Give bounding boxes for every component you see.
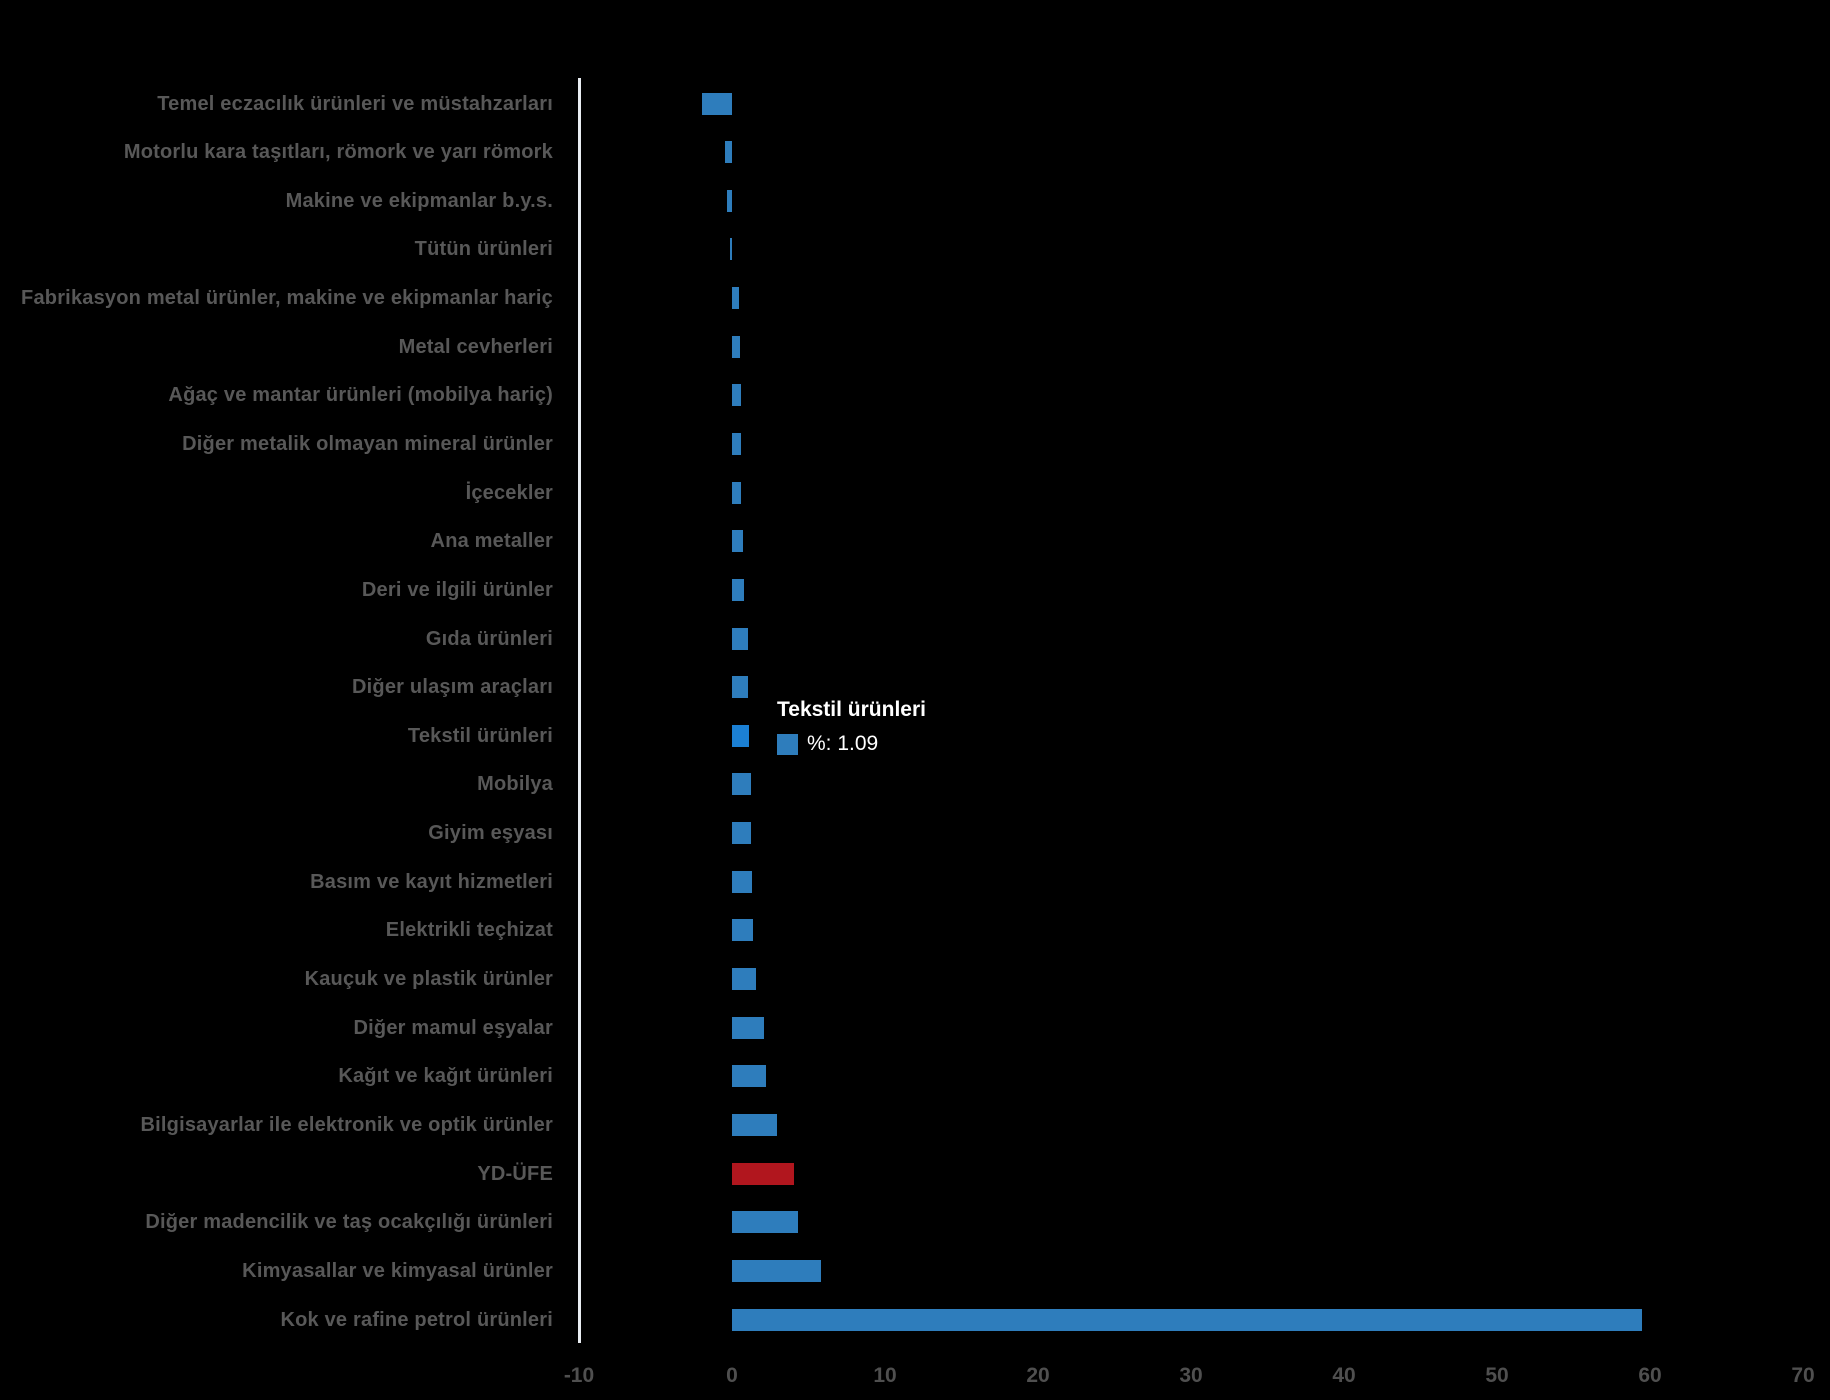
category-label: Tütün ürünleri	[414, 238, 553, 261]
category-label: Ağaç ve mantar ürünleri (mobilya hariç)	[168, 384, 553, 407]
category-label: Tekstil ürünleri	[407, 724, 553, 747]
category-label: Fabrikasyon metal ürünler, makine ve eki…	[21, 287, 553, 310]
x-axis-tick-label: 0	[726, 1364, 738, 1387]
category-label: Mobilya	[477, 773, 553, 796]
bar[interactable]	[729, 238, 732, 261]
bar[interactable]	[732, 1162, 794, 1185]
category-label: Basım ve kayıt hizmetleri	[310, 870, 553, 893]
bar[interactable]	[732, 432, 742, 455]
bar[interactable]	[732, 578, 744, 601]
category-label: Bilgisayarlar ile elektronik ve optik ür…	[140, 1113, 553, 1136]
category-label: Gıda ürünleri	[425, 627, 553, 650]
x-axis-tick-label: 10	[873, 1364, 897, 1387]
bar[interactable]	[732, 1065, 766, 1088]
category-label: Ana metaller	[430, 530, 553, 553]
x-axis-tick-label: 50	[1485, 1364, 1509, 1387]
bar[interactable]	[732, 335, 740, 358]
bar[interactable]	[732, 724, 749, 747]
category-label: Kağıt ve kağıt ürünleri	[338, 1065, 553, 1088]
category-label: Elektrikli teçhizat	[385, 919, 553, 942]
x-axis-tick-label: 40	[1332, 1364, 1356, 1387]
tooltip-value: %: 1.09	[807, 732, 879, 755]
bar[interactable]	[732, 384, 741, 407]
bar[interactable]	[732, 1211, 798, 1234]
tooltip-series-swatch-icon	[777, 733, 798, 755]
category-label: Diğer madencilik ve taş ocakçılığı ürünl…	[145, 1211, 553, 1234]
bar[interactable]	[732, 627, 748, 650]
bar[interactable]	[732, 968, 756, 991]
bar[interactable]	[732, 1308, 1643, 1331]
bar[interactable]	[732, 481, 742, 504]
category-label: Kimyasallar ve kimyasal ürünler	[242, 1259, 553, 1282]
x-axis-tick-label: 60	[1638, 1364, 1662, 1387]
bar[interactable]	[732, 1016, 765, 1039]
category-label: Kauçuk ve plastik ürünler	[304, 968, 553, 991]
bar[interactable]	[724, 141, 732, 164]
category-label: Kok ve rafine petrol ürünleri	[280, 1308, 553, 1331]
category-label: YD-ÜFE	[477, 1162, 553, 1185]
tooltip-value-row: %: 1.09	[777, 732, 926, 756]
bar[interactable]	[732, 676, 749, 699]
category-label: Diğer metalik olmayan mineral ürünler	[182, 432, 553, 455]
bar[interactable]	[732, 287, 739, 310]
bar[interactable]	[732, 822, 752, 845]
category-label: Metal cevherleri	[398, 335, 553, 358]
bar[interactable]	[732, 1259, 822, 1282]
category-label: Temel eczacılık ürünleri ve müstahzarlar…	[157, 92, 553, 115]
category-label: Deri ve ilgili ürünler	[361, 578, 553, 601]
y-axis-line	[578, 78, 581, 1343]
bar[interactable]	[732, 1113, 778, 1136]
x-axis-tick-label: 20	[1026, 1364, 1050, 1387]
category-label: Giyim eşyası	[428, 822, 553, 845]
category-label: Motorlu kara taşıtları, römork ve yarı r…	[123, 141, 553, 164]
bar[interactable]	[732, 530, 743, 553]
x-axis-tick-label: 70	[1791, 1364, 1815, 1387]
bar[interactable]	[732, 870, 753, 893]
category-label: Makine ve ekipmanlar b.y.s.	[285, 189, 553, 212]
bar[interactable]	[702, 92, 732, 115]
category-label: Diğer ulaşım araçları	[352, 676, 553, 699]
bar[interactable]	[732, 773, 751, 796]
tooltip-title: Tekstil ürünleri	[777, 698, 926, 721]
tooltip: Tekstil ürünleri %: 1.09	[777, 697, 926, 756]
category-label: İçecekler	[465, 481, 553, 504]
x-axis-tick-label: 30	[1179, 1364, 1203, 1387]
bar[interactable]	[732, 919, 753, 942]
x-axis-tick-label: -10	[563, 1364, 595, 1387]
bar[interactable]	[726, 189, 732, 212]
category-label: Diğer mamul eşyalar	[353, 1016, 553, 1039]
